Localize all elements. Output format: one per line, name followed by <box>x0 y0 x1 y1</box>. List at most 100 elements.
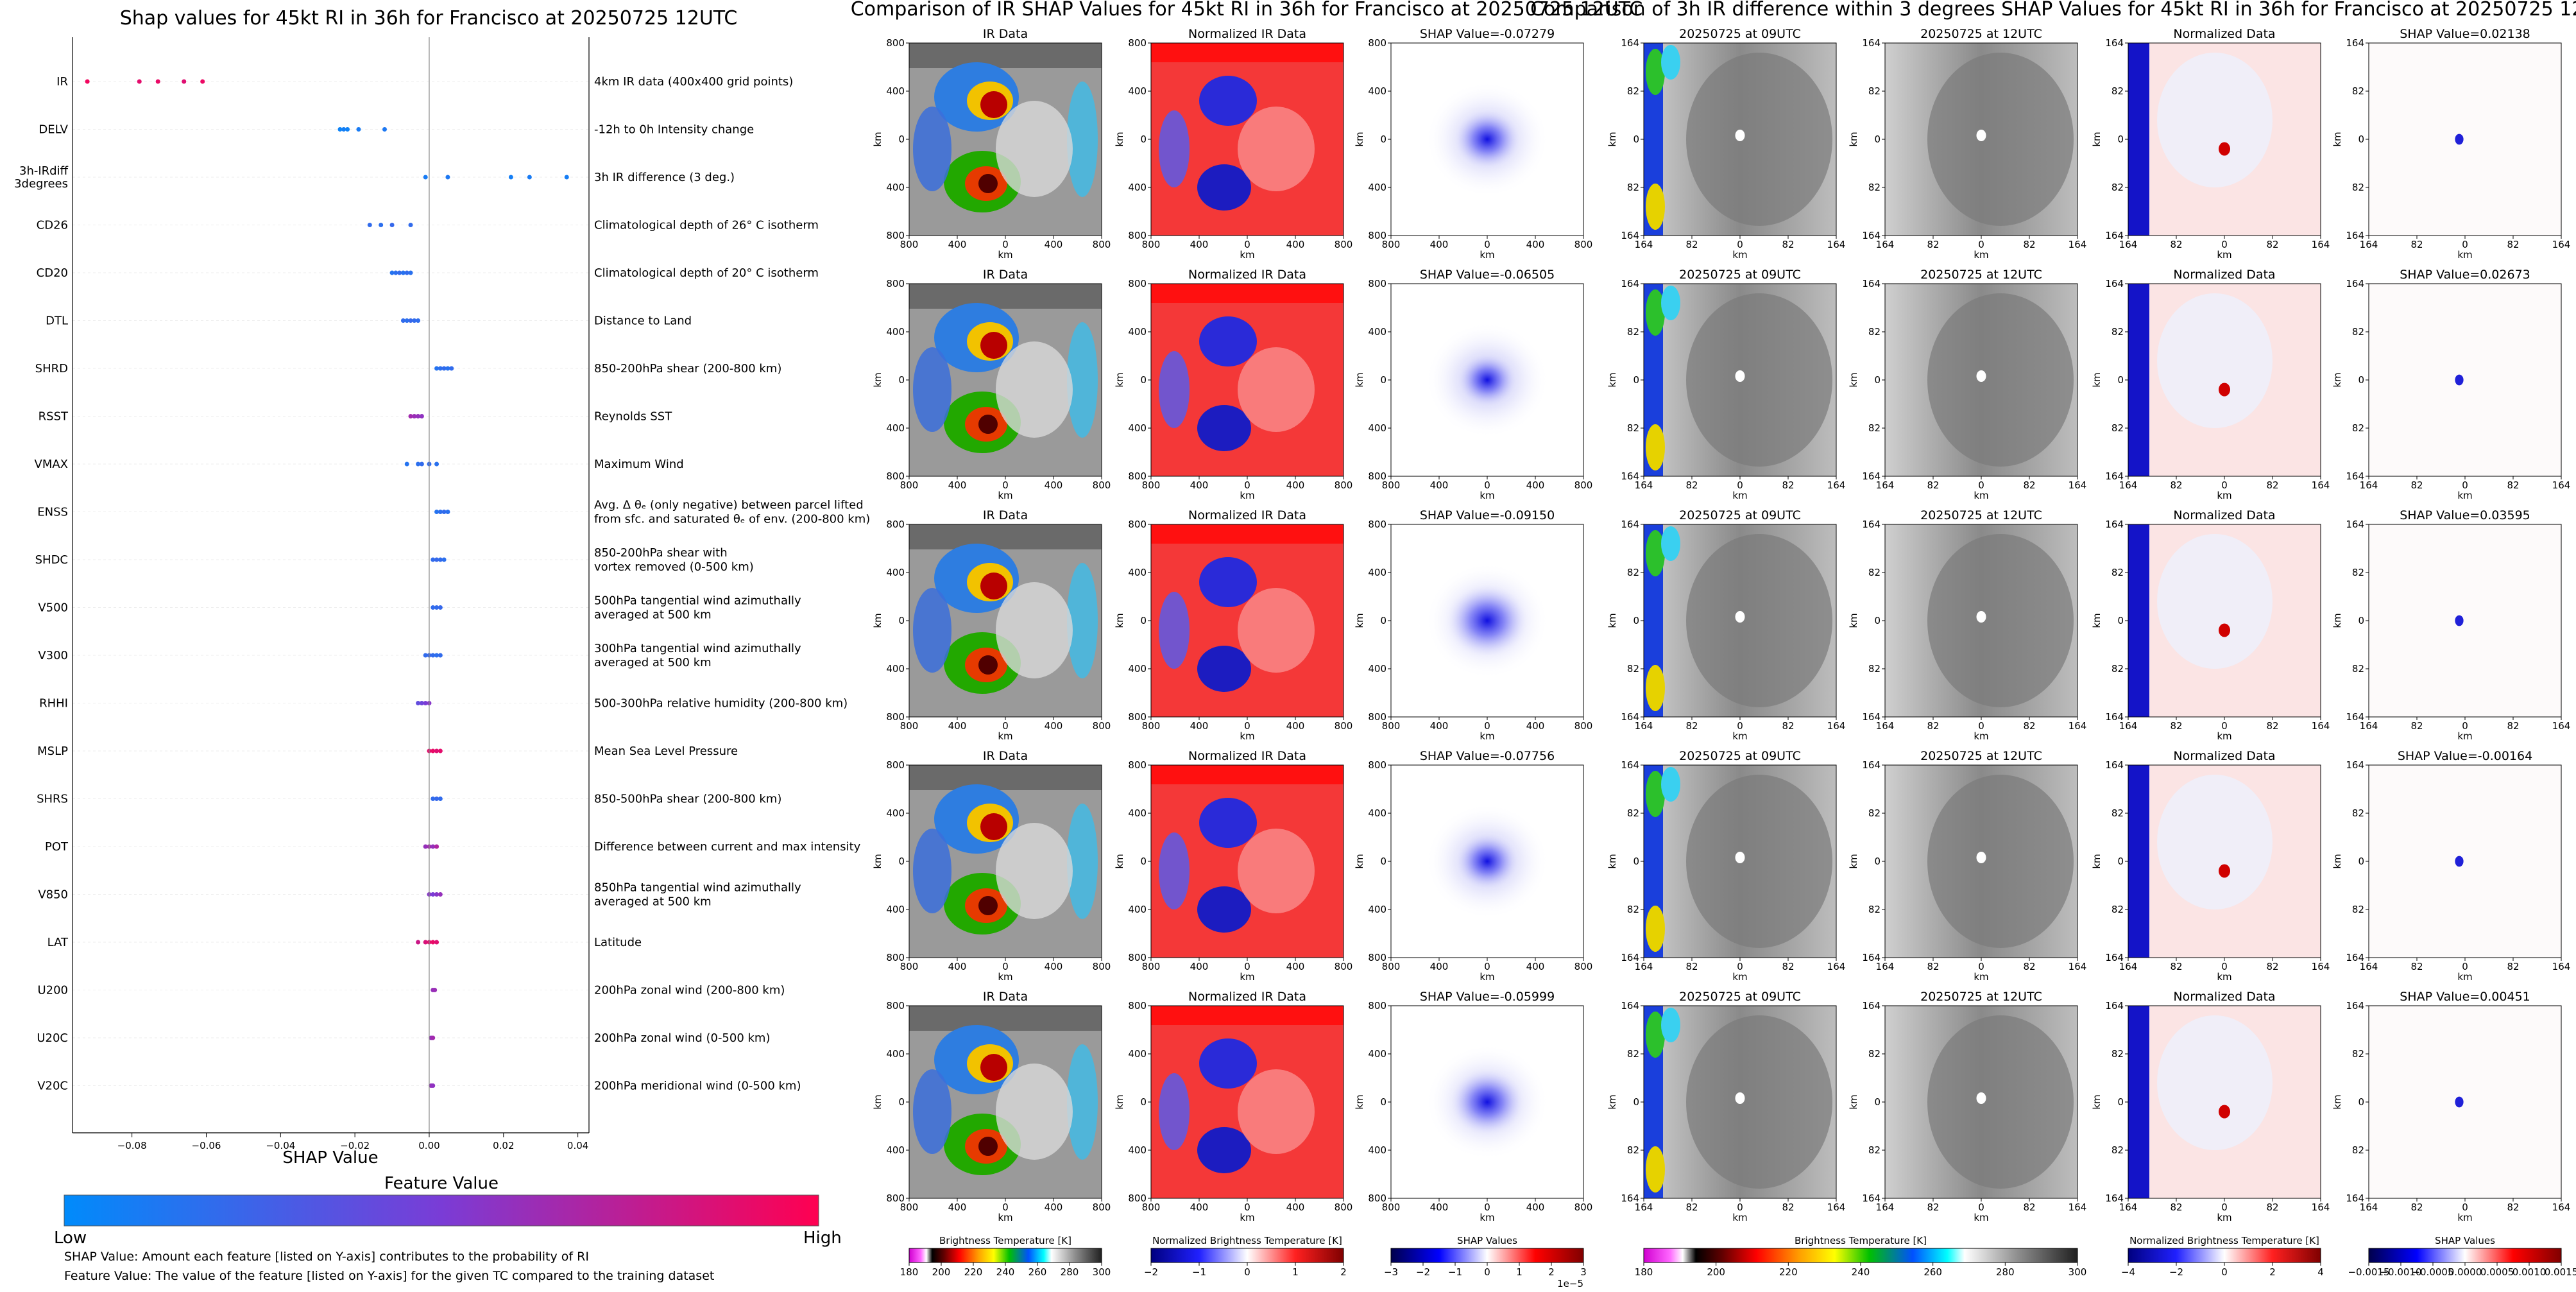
x-axis-label: km <box>2217 730 2231 742</box>
x-tick-label: 400 <box>1190 961 1209 972</box>
x-axis-label: km <box>1240 730 1254 742</box>
ir-band <box>909 765 1102 790</box>
feature-description: Maximum Wind <box>594 458 684 471</box>
feature-description: averaged at 500 km <box>594 656 712 669</box>
colorbar-tick-label: −0.0015 <box>2348 1266 2389 1278</box>
x-tick-label: 800 <box>1382 720 1401 732</box>
panel-title: 20250725 at 12UTC <box>1920 27 2042 41</box>
x-tick-label: 82 <box>2410 239 2423 250</box>
x-tick-label: 164 <box>1876 479 1895 491</box>
colorbar <box>2368 1248 2562 1263</box>
norm-blob <box>1197 405 1251 451</box>
y-tick-label: 0 <box>2117 615 2124 626</box>
y-axis-label: km <box>1114 613 1125 628</box>
y-tick-label: 164 <box>1862 1193 1881 1204</box>
x-tick-label: 400 <box>1045 479 1063 491</box>
y-tick-label: 82 <box>1627 807 1639 819</box>
shap-diff-image <box>2369 284 2561 476</box>
ir-edge-core <box>1646 289 1665 336</box>
ir-cloud <box>996 582 1073 678</box>
y-tick-label: 82 <box>1627 1048 1639 1060</box>
y-tick-label: 800 <box>886 230 905 241</box>
y-tick-label: 800 <box>886 278 905 289</box>
y-tick-label: 164 <box>2105 711 2124 723</box>
norm-diff-edge <box>2128 524 2149 717</box>
x-tick-label: 82 <box>2410 1202 2423 1213</box>
feature-description: 850-200hPa shear (200-800 km) <box>594 362 781 375</box>
ir-cloud <box>980 91 1007 118</box>
feature-label: ENSS <box>37 506 68 519</box>
y-tick-label: 800 <box>886 37 905 49</box>
x-tick-label: 800 <box>1382 479 1401 491</box>
colorbar-tick-label: 280 <box>1996 1266 2015 1278</box>
x-tick-label: 82 <box>2023 239 2035 250</box>
norm-band <box>1151 765 1343 784</box>
ir-cloud <box>913 829 951 913</box>
feature-label: V850 <box>38 888 68 902</box>
x-tick-label: 82 <box>1782 961 1794 972</box>
x-axis-label: km <box>1240 249 1254 261</box>
shap-point <box>434 557 439 562</box>
x-tick-label: 164 <box>2312 720 2330 732</box>
shap-point <box>432 988 438 992</box>
norm-band <box>1151 1006 1343 1025</box>
panel-title: Normalized IR Data <box>1188 268 1306 282</box>
shap-point <box>182 79 187 84</box>
gray-cloud <box>1686 534 1832 707</box>
x-tick-label: 164 <box>2068 720 2087 732</box>
x-axis-label: km <box>1974 490 1988 501</box>
y-tick-label: 400 <box>886 807 905 819</box>
shap-point <box>423 940 428 945</box>
y-tick-label: 800 <box>1128 470 1147 482</box>
ir-edge-core <box>1661 526 1680 561</box>
norm-diff-core <box>2219 142 2230 156</box>
y-axis-label: km <box>872 372 883 387</box>
shap-point <box>423 653 428 658</box>
norm-blob <box>1159 351 1190 428</box>
x-tick-label: 164 <box>2068 1202 2087 1213</box>
x-tick-label: 82 <box>1927 720 1939 732</box>
panel-title: SHAP Value=-0.07279 <box>1420 27 1555 41</box>
eye-feature <box>1976 1092 1986 1104</box>
x-axis-label: km <box>1732 1212 1747 1223</box>
x-tick-label: 82 <box>2410 720 2423 732</box>
x-tick-label: 82 <box>1927 1202 1939 1213</box>
x-tick-label: 400 <box>1286 479 1305 491</box>
y-tick-label: 800 <box>1128 37 1147 49</box>
colorbar-title: SHAP Values <box>1457 1235 1517 1246</box>
ir-cloud <box>978 1137 998 1156</box>
y-tick-label: 800 <box>1368 230 1386 241</box>
norm-diff-edge <box>2128 43 2149 236</box>
right-row: 20250725 at 09UTC1641648282008282164164k… <box>1607 990 2570 1223</box>
colorbar-tick-label: 200 <box>1707 1266 1725 1278</box>
y-tick-label: 164 <box>1621 278 1639 289</box>
feature-label: VMAX <box>35 458 69 471</box>
shap-blob <box>1449 1067 1526 1137</box>
y-tick-label: 82 <box>1627 567 1639 578</box>
colorbar-tick-label: 2 <box>1548 1266 1555 1278</box>
y-tick-label: 164 <box>2105 37 2124 49</box>
shap-diff-core <box>2455 615 2464 626</box>
x-tick-label: 0 <box>1978 1202 1984 1213</box>
feature-description: -12h to 0h Intensity change <box>594 123 754 137</box>
shap-point <box>341 127 346 132</box>
x-axis-label: km <box>1480 490 1494 501</box>
y-tick-label: 0 <box>2358 856 2364 867</box>
x-tick-label: 0 <box>1978 720 1984 732</box>
y-axis-label: km <box>2091 372 2103 387</box>
ir-band <box>909 524 1102 549</box>
shap-point <box>367 223 372 227</box>
x-tick-label: 82 <box>1685 720 1698 732</box>
x-tick-label: 164 <box>2312 239 2330 250</box>
panel-title: 20250725 at 09UTC <box>1679 508 1801 522</box>
y-tick-label: 164 <box>1862 1000 1881 1012</box>
ir-edge-core <box>1646 530 1665 576</box>
x-tick-label: 0 <box>1244 961 1250 972</box>
x-tick-label: 800 <box>1093 720 1111 732</box>
ir-cloud <box>1067 804 1098 919</box>
y-tick-label: 400 <box>886 1144 905 1156</box>
x-axis-label: km <box>2457 249 2472 261</box>
y-tick-label: 400 <box>1128 182 1147 193</box>
norm-diff-edge <box>2128 284 2149 476</box>
y-tick-label: 400 <box>1128 85 1147 97</box>
